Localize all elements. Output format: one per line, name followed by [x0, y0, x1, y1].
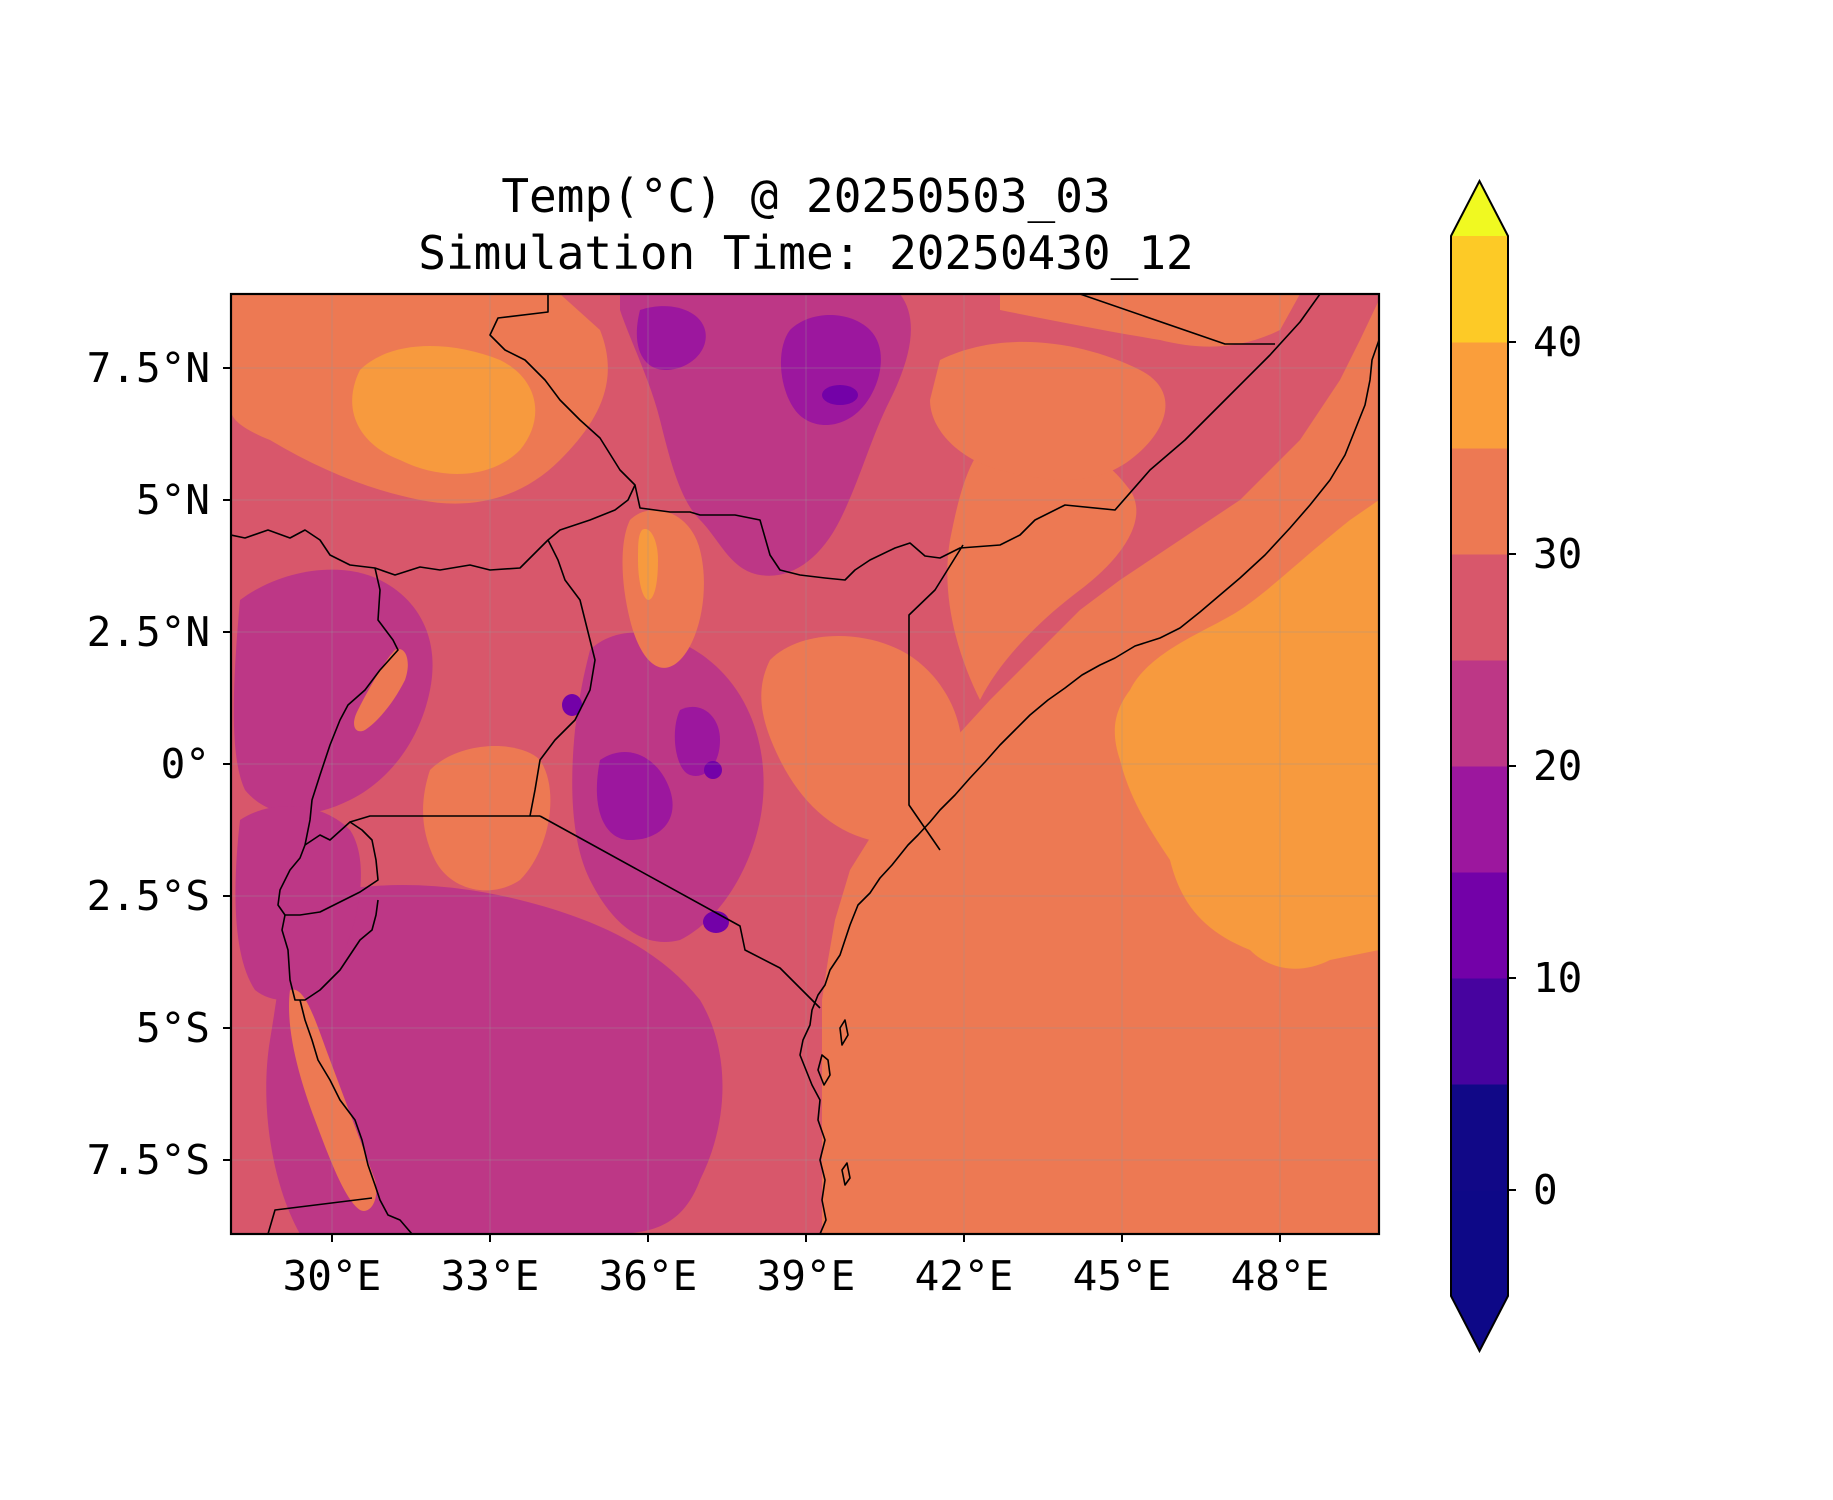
- colorbar-tick-label: 30: [1533, 530, 1582, 578]
- y-tick-label: 7.5°S: [87, 1136, 210, 1184]
- colorbar: 0 10 20 30 40: [1450, 178, 1582, 1354]
- x-tick-label: 45°E: [1073, 1252, 1172, 1300]
- temperature-zone-south-sudan-hot: [352, 346, 536, 474]
- colorbar-band: [1451, 342, 1508, 449]
- border-uganda-tanzania: [349, 815, 540, 823]
- temperature-zone-ethiopia-east: [930, 341, 1166, 480]
- colorbar-extend-max: [1451, 181, 1508, 236]
- temperature-zone-rwanda-burundi: [235, 806, 361, 1000]
- border-burundi: [281, 899, 379, 1001]
- temperature-zone-ocean-warm: [1114, 500, 1379, 969]
- y-tick-label: 5°N: [136, 476, 210, 524]
- x-tick-label: 48°E: [1231, 1252, 1330, 1300]
- x-axis: 30°E 33°E 36°E 39°E 42°E 45°E 48°E: [283, 1234, 1330, 1300]
- x-tick-label: 42°E: [915, 1252, 1014, 1300]
- colorbar-band: [1451, 1084, 1508, 1191]
- temperature-zone-lake-tanganyika: [289, 989, 377, 1211]
- x-tick-label: 30°E: [283, 1252, 382, 1300]
- map-panel: [231, 294, 1379, 1234]
- colorbar-band: [1451, 978, 1508, 1085]
- temperature-zone-kenya-cold-2: [674, 706, 720, 776]
- border-tanzania-zambia: [267, 1197, 373, 1234]
- border-ethiopia-eritrea: [1079, 294, 1275, 345]
- colorbar-tick-label: 0: [1533, 1166, 1558, 1214]
- colorbar-band: [1451, 872, 1508, 979]
- colorbar-tick-label: 40: [1533, 318, 1582, 366]
- map-gridlines: [231, 294, 1379, 1234]
- y-tick-label: 2.5°S: [87, 872, 210, 920]
- temperature-zone-ethiopia-coldest: [822, 385, 858, 405]
- colorbar-extend-min: [1451, 1296, 1508, 1351]
- y-axis: 7.5°N 5°N 2.5°N 0° 2.5°S 5°S 7.5°S: [87, 344, 231, 1184]
- colorbar-tick-label: 10: [1533, 954, 1582, 1002]
- map-title-line-1: Temp(°C) @ 20250503_03: [501, 169, 1111, 223]
- x-tick-label: 36°E: [599, 1252, 698, 1300]
- border-rwanda: [277, 821, 379, 916]
- y-tick-label: 7.5°N: [87, 344, 210, 392]
- colorbar-band: [1451, 554, 1508, 661]
- temperature-zone-mount-elgon: [562, 694, 582, 716]
- colorbar-tick-label: 20: [1533, 742, 1582, 790]
- temperature-zone-lake-turkana-hot: [638, 529, 658, 600]
- y-tick-label: 2.5°N: [87, 608, 210, 656]
- colorbar-band: [1451, 236, 1508, 343]
- temperature-zone-kenya-cold: [596, 751, 673, 840]
- colorbar-band: [1451, 660, 1508, 767]
- x-tick-label: 33°E: [441, 1252, 540, 1300]
- temperature-zone-kilimanjaro: [703, 911, 729, 933]
- map-title-line-2: Simulation Time: 20250430_12: [418, 226, 1194, 280]
- y-tick-label: 5°S: [136, 1004, 210, 1052]
- temperature-zone-lake-victoria: [423, 746, 551, 891]
- temperature-zone-kenya-northeast: [761, 636, 962, 842]
- coastline-east-africa: [799, 339, 1379, 1234]
- colorbar-band: [1451, 766, 1508, 873]
- temperature-zone-albertine-rift: [354, 649, 408, 732]
- border-tanzania-drc-lake: [299, 999, 413, 1234]
- border-uganda-kenya: [529, 539, 596, 817]
- border-south-sudan-ethiopia: [489, 294, 1321, 581]
- colorbar-band: [1451, 448, 1508, 555]
- x-tick-label: 39°E: [757, 1252, 856, 1300]
- island-pemba: [839, 1019, 849, 1046]
- island-zanzibar: [817, 1054, 831, 1086]
- temperature-zone-ocean: [822, 300, 1379, 1234]
- colorbar-outline: [1450, 178, 1509, 1354]
- colorbar-band: [1451, 1190, 1508, 1297]
- border-kenya-somalia: [908, 544, 964, 851]
- y-tick-label: 0°: [161, 740, 210, 788]
- temperature-zone-uganda-west: [233, 569, 433, 814]
- temperature-zone-northeast: [1000, 294, 1300, 347]
- border-uganda-drc: [304, 567, 399, 846]
- border-kenya-tanzania: [539, 815, 821, 1009]
- temperature-zone-tanzania-interior: [266, 885, 723, 1234]
- map-borders: [231, 294, 1379, 1234]
- temperature-zone-somalia: [947, 428, 1137, 700]
- island-mafia: [841, 1162, 851, 1186]
- temperature-zone-ethiopia-cold-2: [636, 306, 706, 370]
- border-south-sudan-uganda: [231, 484, 636, 576]
- temperature-zone-mount-kenya: [704, 761, 722, 779]
